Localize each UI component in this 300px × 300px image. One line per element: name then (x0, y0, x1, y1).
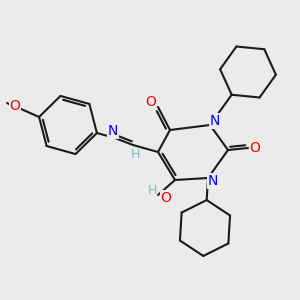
Text: O: O (160, 191, 171, 205)
Text: H: H (130, 148, 140, 161)
Text: N: N (108, 124, 118, 138)
Text: N: N (210, 114, 220, 128)
Text: O: O (250, 141, 260, 155)
Text: O: O (10, 99, 20, 113)
Text: H: H (147, 184, 157, 197)
Text: O: O (146, 95, 156, 109)
Text: N: N (208, 174, 218, 188)
